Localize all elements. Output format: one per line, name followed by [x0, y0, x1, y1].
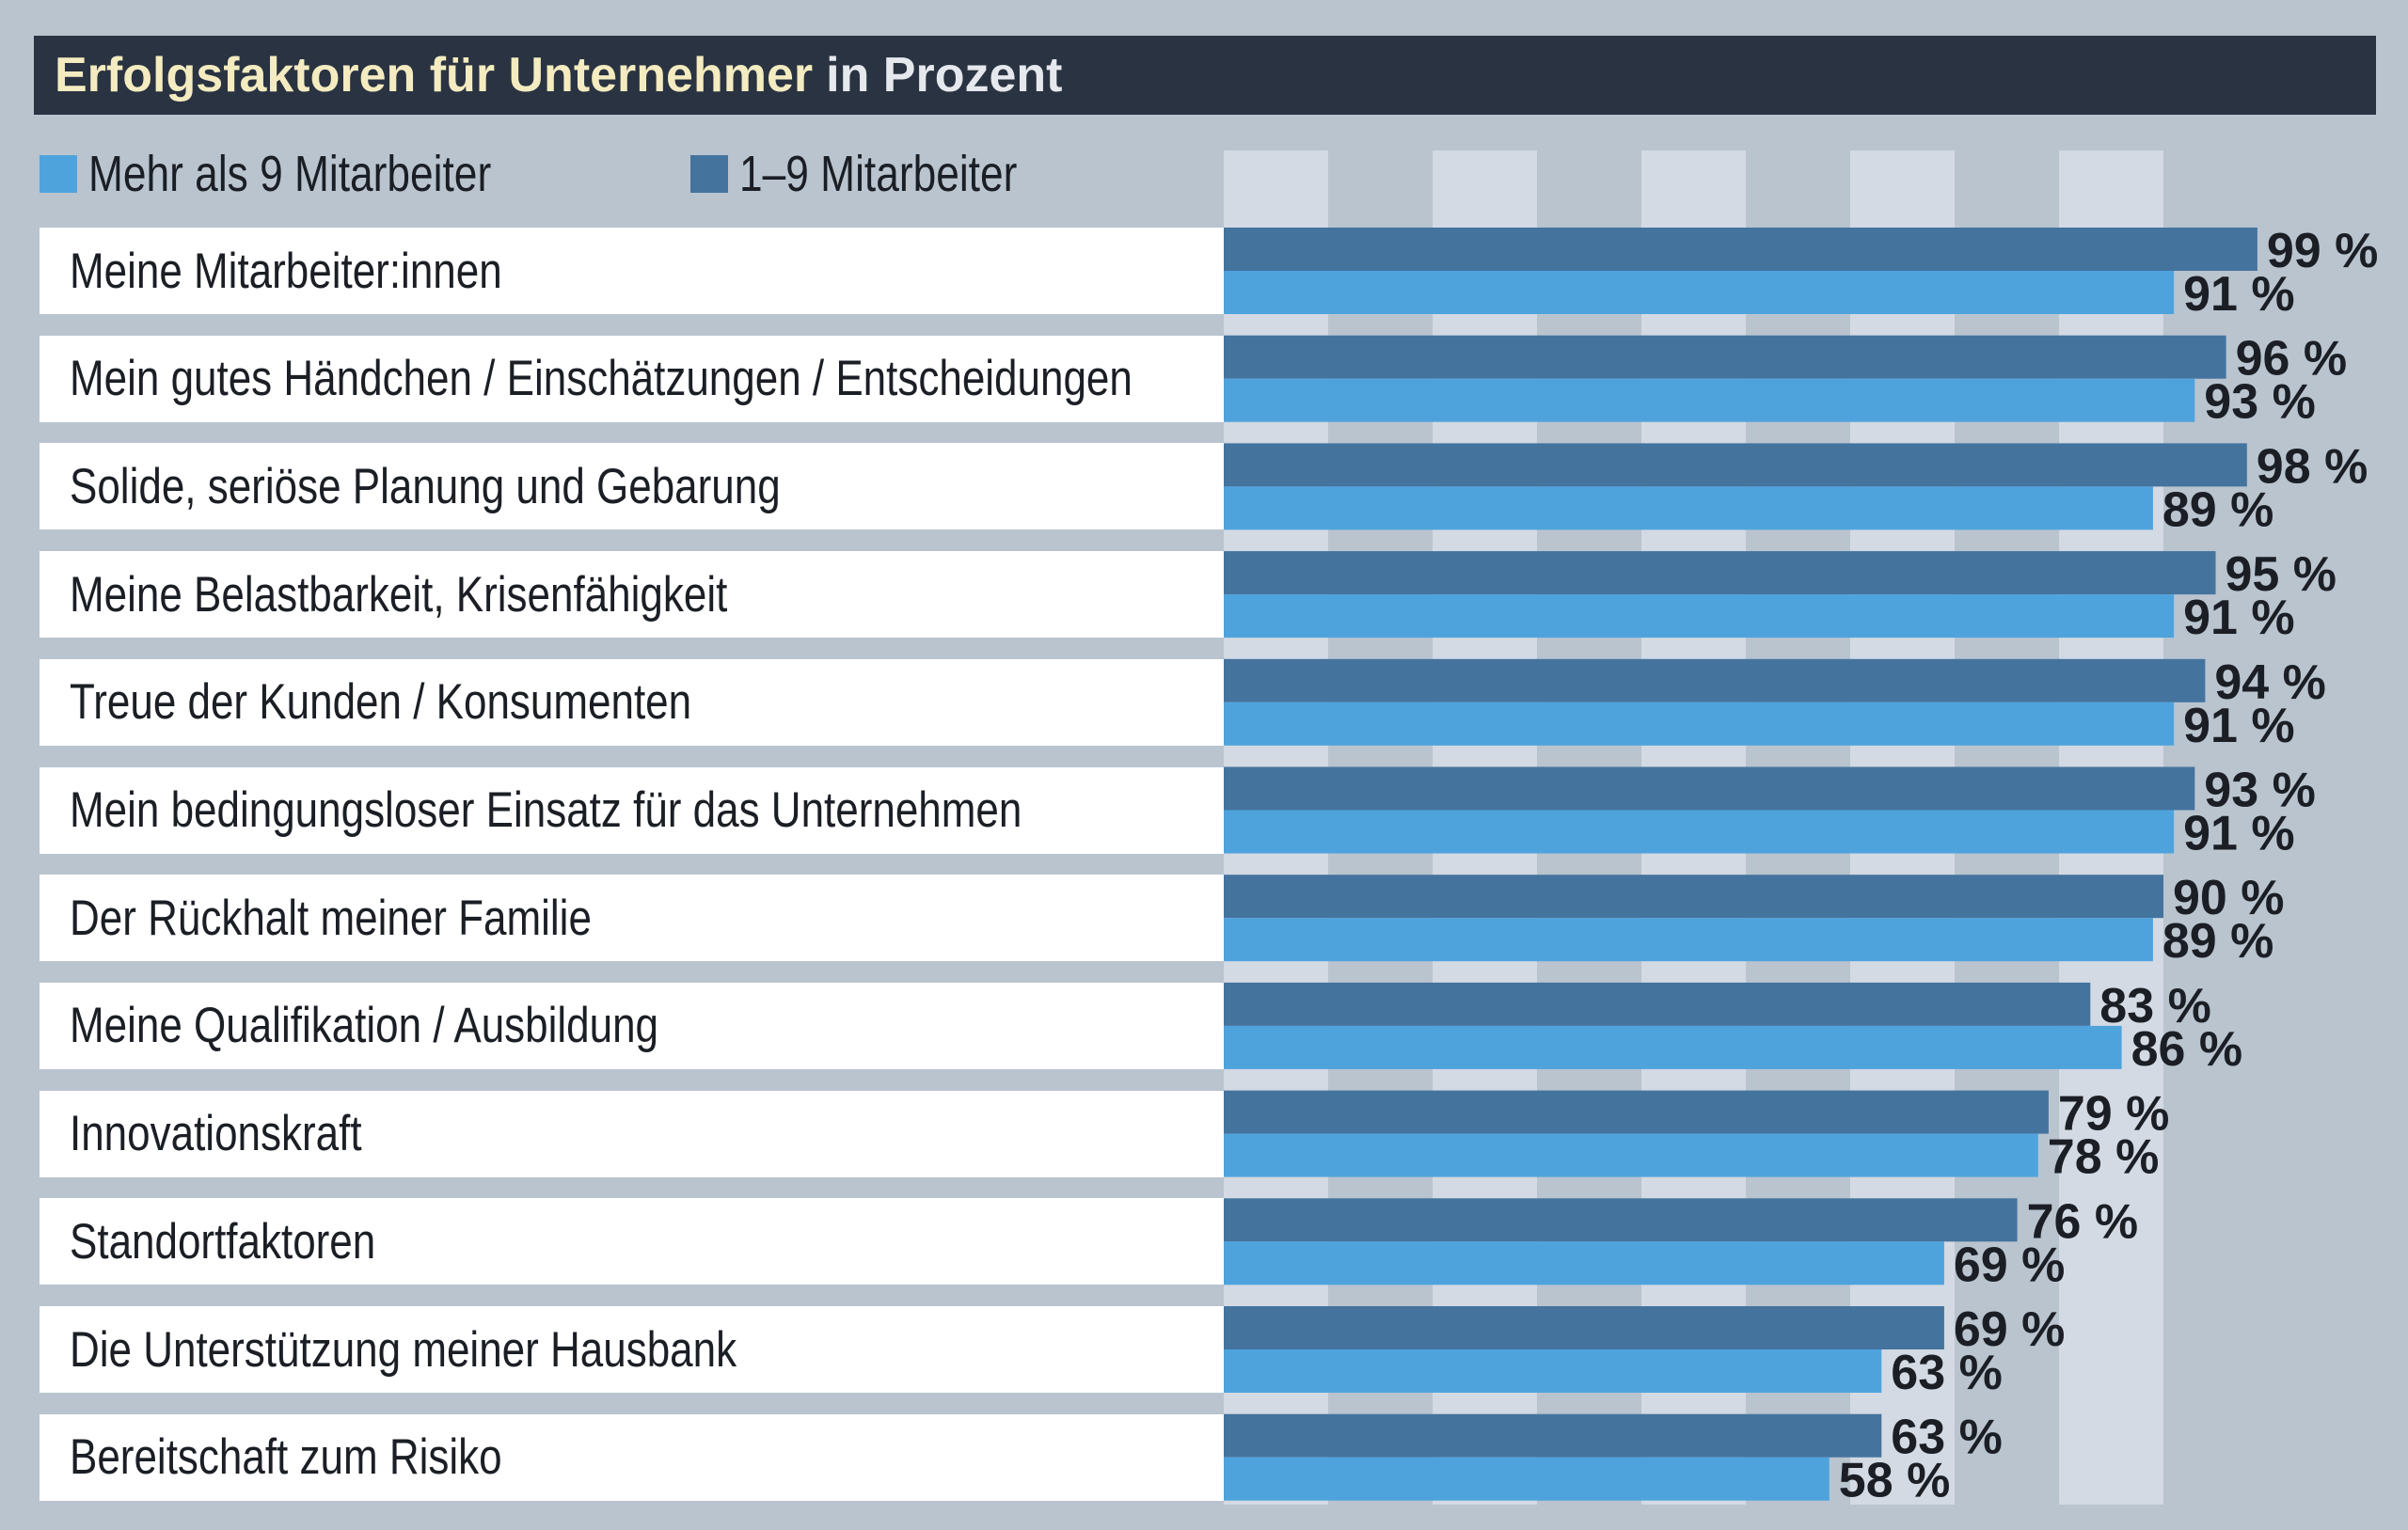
category-label-text: Bereitschaft zum Risiko: [70, 1429, 502, 1486]
bar-large-companies: [1224, 1133, 2038, 1177]
category-row-label: Bereitschaft zum Risiko: [40, 1413, 1224, 1501]
bar-large-companies: [1224, 1241, 1944, 1286]
value-label-small-companies: 98 %: [2257, 439, 2368, 494]
category-label-text: Solide, seriöse Planung und Gebarung: [70, 458, 781, 514]
value-label-large-companies: 86 %: [2131, 1022, 2243, 1077]
chart-subtitle: in Prozent: [826, 48, 1063, 103]
value-label-large-companies: 89 %: [2162, 482, 2274, 537]
value-label-large-companies: 91 %: [2183, 699, 2295, 753]
value-label-small-companies: 95 %: [2226, 547, 2337, 602]
category-row-label: Mein gutes Händchen / Einschätzungen / E…: [40, 335, 1224, 422]
value-label-small-companies: 93 %: [2204, 764, 2316, 818]
category-row-label: Die Unterstützung meiner Hausbank: [40, 1306, 1224, 1393]
legend-swatch-large: [40, 155, 77, 193]
bar-large-companies: [1224, 1457, 1830, 1501]
bar-small-companies: [1224, 1306, 1944, 1349]
bar-large-companies: [1224, 702, 2175, 746]
category-row-label: Standortfaktoren: [40, 1198, 1224, 1286]
value-label-small-companies: 69 %: [1954, 1302, 2066, 1357]
category-label-text: Innovationskraft: [70, 1106, 362, 1162]
bar-large-companies: [1224, 594, 2175, 639]
value-label-large-companies: 91 %: [2183, 591, 2295, 645]
bar-small-companies: [1224, 335, 2226, 379]
category-row-label: Treue der Kunden / Konsumenten: [40, 658, 1224, 746]
legend-item-small-companies: 1–9 Mitarbeiter: [690, 145, 1078, 203]
bar-large-companies: [1224, 486, 2153, 530]
bar-small-companies: [1224, 982, 2091, 1026]
bar-small-companies: [1224, 658, 2206, 702]
value-label-large-companies: 78 %: [2048, 1130, 2160, 1185]
category-label-text: Treue der Kunden / Konsumenten: [70, 674, 692, 731]
value-label-large-companies: 93 %: [2204, 375, 2316, 430]
category-label-text: Mein gutes Händchen / Einschätzungen / E…: [70, 351, 1133, 407]
bar-large-companies: [1224, 918, 2153, 962]
value-label-large-companies: 91 %: [2183, 267, 2295, 322]
category-label-text: Die Unterstützung meiner Hausbank: [70, 1321, 737, 1378]
category-row-label: Meine Mitarbeiter:innen: [40, 228, 1224, 314]
value-label-large-companies: 58 %: [1839, 1454, 1951, 1508]
category-label-text: Mein bedingungsloser Einsatz für das Unt…: [70, 782, 1022, 838]
value-label-small-companies: 79 %: [2058, 1087, 2170, 1142]
bar-large-companies: [1224, 1025, 2122, 1069]
bar-small-companies: [1224, 228, 2258, 271]
category-row-label: Mein bedingungsloser Einsatz für das Unt…: [40, 766, 1224, 854]
value-label-small-companies: 83 %: [2099, 979, 2211, 1033]
bar-large-companies: [1224, 810, 2175, 854]
bar-small-companies: [1224, 443, 2247, 487]
category-label-text: Meine Qualifikation / Ausbildung: [70, 998, 659, 1054]
value-label-small-companies: 76 %: [2027, 1194, 2139, 1249]
category-row-label: Meine Qualifikation / Ausbildung: [40, 982, 1224, 1069]
category-row-label: Innovationskraft: [40, 1090, 1224, 1177]
bar-small-companies: [1224, 766, 2195, 811]
category-label-text: Meine Belastbarkeit, Krisenfähigkeit: [70, 566, 728, 623]
value-label-small-companies: 99 %: [2267, 224, 2379, 278]
chart-title-bar: Erfolgsfaktoren für Unternehmer in Proze…: [34, 36, 2376, 115]
bar-large-companies: [1224, 1349, 1882, 1393]
bar-small-companies: [1224, 1198, 2018, 1242]
legend-label-large: Mehr als 9 Mitarbeiter: [88, 146, 492, 202]
bar-small-companies: [1224, 1090, 2049, 1134]
value-label-large-companies: 69 %: [1954, 1238, 2066, 1292]
legend-item-large-companies: Mehr als 9 Mitarbeiter: [40, 145, 579, 203]
bar-small-companies: [1224, 875, 2163, 919]
bar-small-companies: [1224, 1413, 1882, 1458]
value-label-large-companies: 91 %: [2183, 807, 2295, 861]
category-label-text: Der Rückhalt meiner Familie: [70, 890, 592, 946]
category-label-text: Meine Mitarbeiter:innen: [70, 243, 502, 299]
value-label-small-companies: 63 %: [1891, 1411, 2003, 1465]
chart-title: Erfolgsfaktoren für Unternehmer: [55, 48, 814, 103]
value-label-small-companies: 90 %: [2173, 871, 2285, 925]
category-row-label: Der Rückhalt meiner Familie: [40, 875, 1224, 962]
bar-large-companies: [1224, 378, 2195, 422]
legend-swatch-small: [690, 155, 729, 193]
category-row-label: Meine Belastbarkeit, Krisenfähigkeit: [40, 551, 1224, 639]
value-label-small-companies: 96 %: [2236, 332, 2348, 386]
bar-large-companies: [1224, 271, 2175, 314]
category-label-text: Standortfaktoren: [70, 1213, 376, 1270]
category-row-label: Solide, seriöse Planung und Gebarung: [40, 443, 1224, 530]
chart-legend: Mehr als 9 Mitarbeiter 1–9 Mitarbeiter: [40, 141, 1151, 207]
legend-label-small: 1–9 Mitarbeiter: [739, 146, 1018, 202]
bar-small-companies: [1224, 551, 2216, 595]
value-label-small-companies: 94 %: [2214, 655, 2326, 710]
value-label-large-companies: 63 %: [1891, 1346, 2003, 1400]
value-label-large-companies: 89 %: [2162, 914, 2274, 969]
